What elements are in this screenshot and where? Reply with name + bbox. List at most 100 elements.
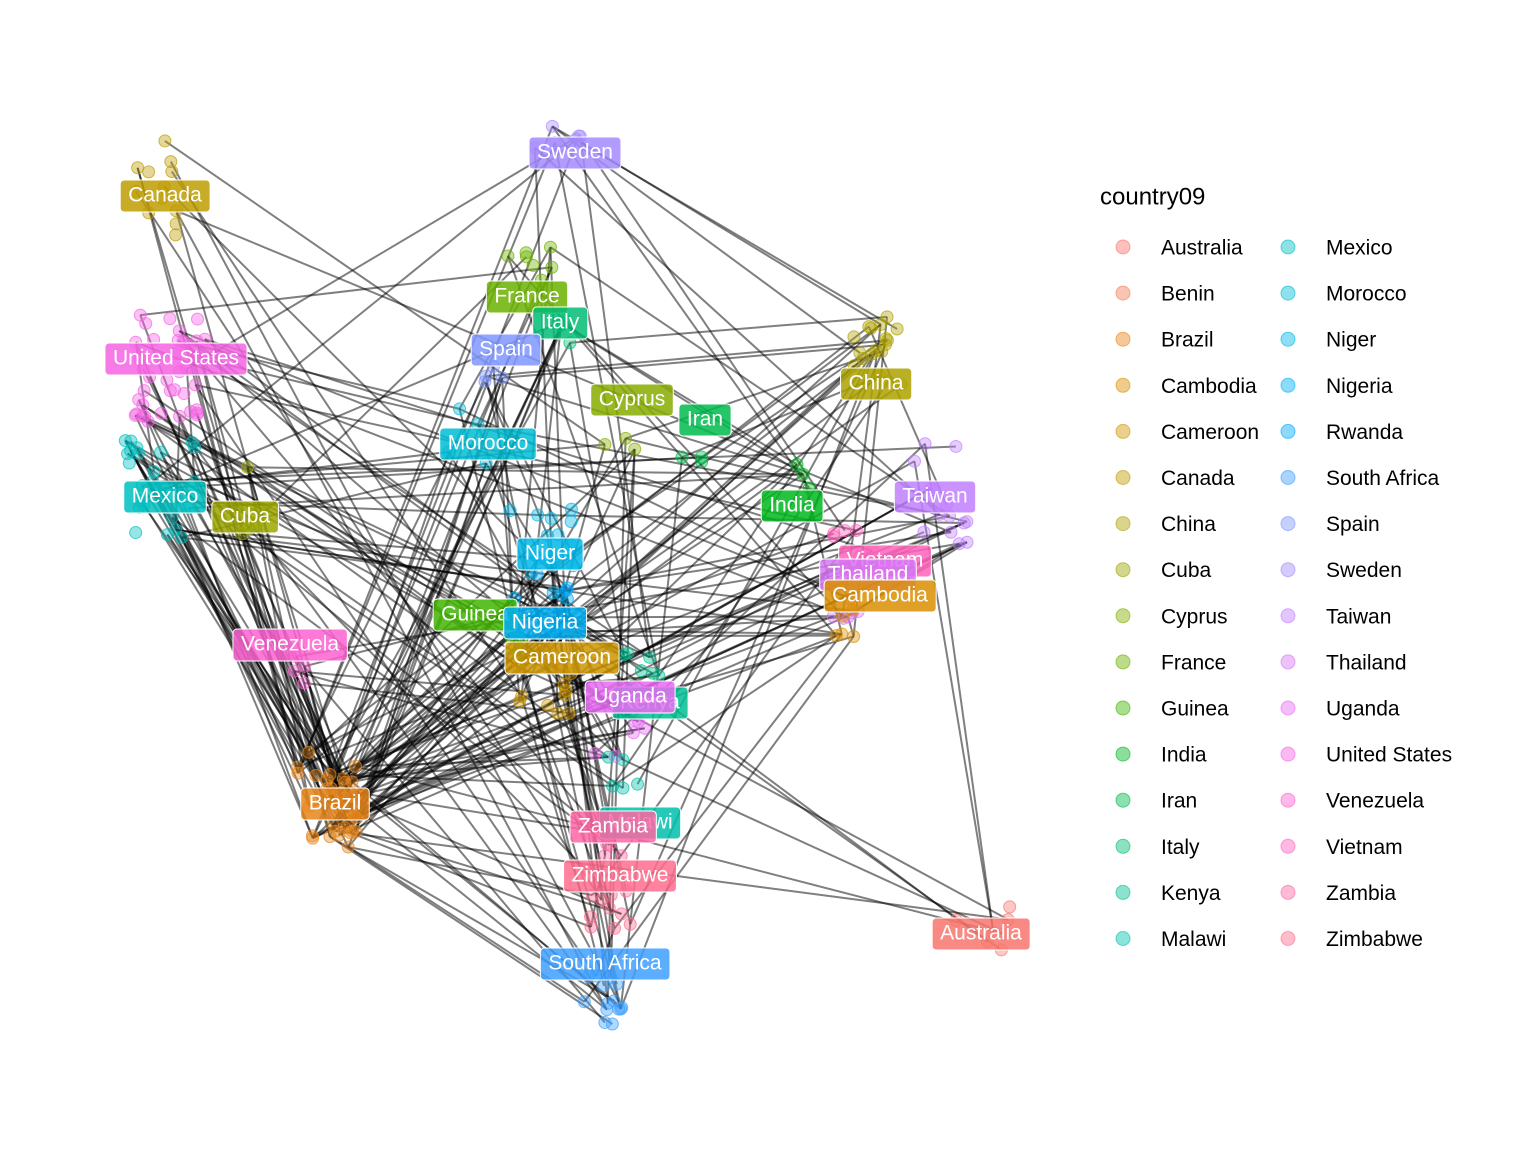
node-point (616, 753, 630, 767)
node-label: Cuba (220, 505, 271, 528)
node-point (164, 155, 178, 169)
edge (619, 457, 684, 1010)
legend-key (1115, 377, 1131, 393)
node-point (675, 450, 689, 464)
node-point (634, 664, 648, 678)
node-point (297, 676, 311, 690)
legend-key (1280, 562, 1296, 578)
node-point (190, 408, 204, 422)
node-point (531, 508, 545, 522)
node-point (543, 240, 557, 254)
node-point (169, 228, 183, 242)
node-point (957, 516, 971, 530)
edge (329, 339, 889, 776)
node-point (173, 409, 187, 423)
node-point (188, 378, 202, 392)
edge (152, 135, 581, 483)
legend-key (1115, 608, 1131, 624)
node-label-box (439, 427, 537, 461)
edge (163, 455, 702, 490)
legend: country09 Australia Benin Brazil Cambodia Ca… (1100, 183, 1452, 951)
node-point (544, 512, 558, 526)
node-point (849, 523, 863, 537)
node-point (835, 627, 849, 641)
edge (152, 445, 956, 483)
legend-label: Kenya (1161, 882, 1221, 905)
edge (241, 532, 539, 560)
node-point (827, 527, 841, 541)
edge (575, 138, 882, 326)
node-point (349, 824, 363, 838)
node-point (545, 119, 559, 133)
legend-key (1280, 285, 1296, 301)
legend-key (1280, 654, 1296, 670)
node-point (142, 165, 156, 179)
edge (355, 765, 1004, 935)
node-point (546, 586, 560, 600)
node-label-box (104, 342, 248, 376)
legend-key (1280, 423, 1296, 439)
node-label-box (840, 367, 913, 401)
edge (622, 758, 1004, 935)
node-label: Brazil (309, 792, 362, 815)
node-point (240, 460, 254, 474)
legend-label: Iran (1161, 790, 1197, 813)
edge (924, 443, 995, 933)
legend-label: Canada (1161, 467, 1235, 490)
node-point (577, 995, 591, 1009)
node-point (944, 525, 958, 539)
legend-key (1280, 377, 1296, 393)
node-label: Sweden (537, 141, 613, 164)
node-point (309, 768, 323, 782)
node-label: Morocco (448, 432, 529, 455)
node-label: Nigeria (512, 611, 579, 634)
node-point (623, 917, 637, 931)
node-point (890, 322, 904, 336)
edge (566, 532, 835, 630)
node-point (601, 996, 615, 1010)
node-label: Australia (940, 922, 1022, 945)
node-point (907, 454, 921, 468)
node-point (588, 746, 602, 760)
edge (458, 246, 552, 410)
node-point (562, 706, 576, 720)
node-label: United States (113, 347, 239, 370)
node-point (597, 979, 611, 993)
node-point (631, 777, 645, 791)
node-label: China (849, 372, 904, 395)
edge (349, 462, 488, 834)
node-point (297, 659, 311, 673)
node-point (122, 456, 136, 470)
node-point (694, 450, 708, 464)
legend-label: Rwanda (1326, 421, 1403, 444)
node-label-box (539, 947, 671, 981)
node-point (564, 515, 578, 529)
edge (181, 536, 568, 589)
legend-label: Niger (1326, 329, 1376, 352)
legend-key (1115, 470, 1131, 485)
edge (625, 350, 883, 440)
legend-label: Venezuela (1326, 790, 1424, 813)
node-point (306, 831, 320, 845)
node-label: South Africa (548, 952, 662, 975)
node-point (147, 464, 161, 478)
node-point (501, 249, 515, 263)
legend-key (1115, 239, 1131, 255)
legend-label: Spain (1326, 513, 1380, 536)
node-point (853, 346, 867, 360)
node-point (614, 907, 628, 921)
node-point (136, 409, 150, 423)
edge (296, 513, 941, 769)
node-label: Zimbabwe (572, 864, 669, 887)
node-point (137, 384, 151, 398)
legend-label: Cyprus (1161, 605, 1228, 628)
edge (339, 791, 622, 915)
node-point (605, 1017, 619, 1031)
node-point (790, 457, 804, 471)
node-label-box (532, 306, 589, 340)
edge (327, 756, 609, 781)
node-label-box (211, 500, 279, 534)
node-point (838, 524, 852, 538)
node-point (478, 375, 492, 389)
